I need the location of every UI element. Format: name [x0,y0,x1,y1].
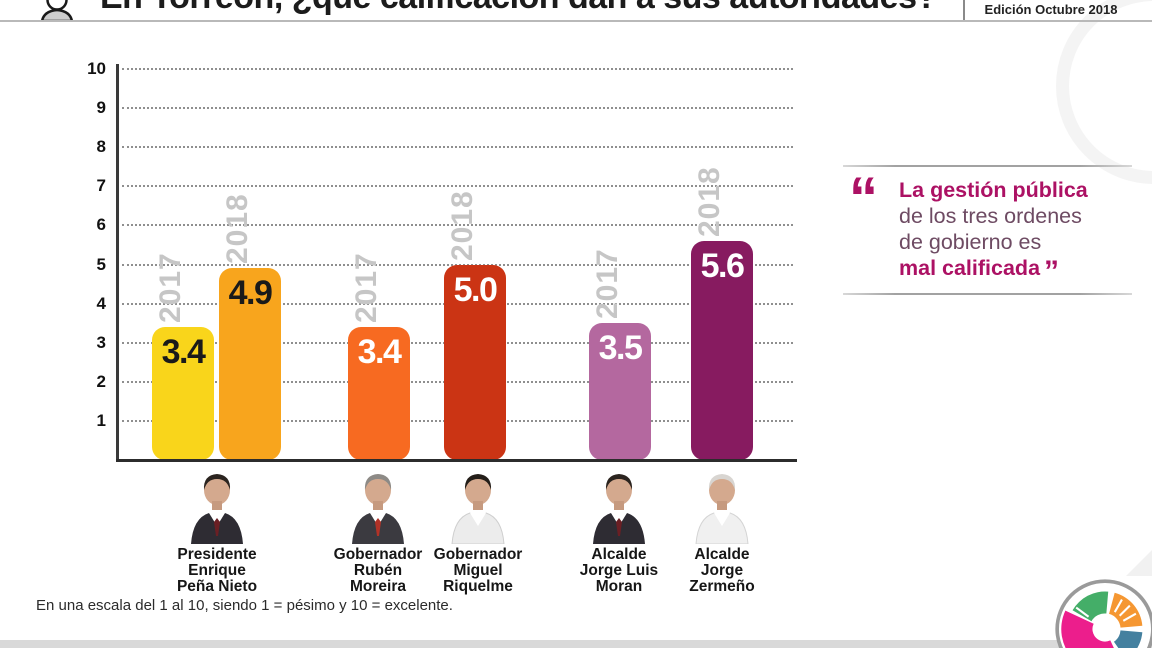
politician-name-line: Miguel [453,562,503,579]
quote-content: “ La gestión pública de los tres ordenes… [843,167,1132,293]
bar-2017-5: 3.5 [589,323,651,460]
bar-value-label: 3.4 [357,333,402,372]
bar-year-label: 2018 [221,193,254,265]
gridline-10 [122,68,793,70]
y-tick-label-10: 10 [87,59,106,78]
poll-brand-logo [1055,579,1152,648]
y-tick-label-9: 9 [96,98,106,118]
y-tick-label-8: 8 [96,137,106,157]
politician-name-line: Zermeño [689,578,755,595]
bar-2018-6: 5.6 [691,241,753,460]
y-tick-label-2: 2 [96,371,106,391]
y-tick-label-5: 5 [96,254,106,274]
header-rule [0,20,1152,22]
quote-panel: “ La gestión pública de los tres ordenes… [843,165,1132,295]
politician-name-line: Moreira [350,578,406,595]
politician-name-line: Rubén [353,562,403,579]
politician-name-line: Peña Nieto [176,578,258,595]
quote-bottom-rule [843,293,1132,295]
bar-value-label: 5.6 [700,247,745,286]
y-tick-label-6: 6 [96,215,106,235]
politician-photo-5 [689,466,755,545]
bar-2017-3: 3.4 [348,327,410,460]
politician-name-line: Enrique [188,562,246,579]
bar-value-label: 3.4 [161,333,206,372]
politician-photo-4 [586,466,652,544]
y-tick-label-4: 4 [96,293,106,313]
politician-photo-3 [445,466,511,545]
politician-name-line: Moran [595,578,643,595]
gridline-9 [122,107,793,110]
quote-line-1: La gestión pública [899,178,1088,202]
edition-label: Edición Octubre 2018 [984,2,1118,17]
y-tick-label-1: 1 [96,410,106,430]
bar-2017-1: 3.4 [152,327,214,460]
close-quote-icon: ” [1044,255,1060,288]
gridline-6 [122,224,793,227]
y-tick-label-7: 7 [96,176,106,196]
politician-name-line: Presidente [177,546,257,563]
politician-name-line: Jorge [700,562,744,579]
quote-line-4-text: mal calificada [899,256,1041,280]
bar-year-label: 2018 [446,189,479,261]
politician-name-line: Riquelme [443,578,513,595]
quote-line-2: de los tres ordenes [899,204,1082,228]
bar-year-label: 2017 [154,252,187,324]
bar-value-label: 3.5 [598,329,643,368]
page-title: En Torreón, ¿qué calificación dan a sus … [100,0,937,17]
quote-text: La gestión pública de los tres ordenes d… [899,177,1088,287]
politician-name-line: Gobernador [433,546,523,563]
politician-name-line: Alcalde [591,546,647,563]
quote-top-rule [843,165,1132,167]
politician-name-1: Presidente Enrique Peña Nieto [152,547,282,595]
bar-2018-4: 5.0 [444,264,506,460]
x-axis-line [116,459,797,462]
politician-photo-2 [345,466,411,544]
gridline-8 [122,146,793,149]
bar-2018-2: 4.9 [219,268,281,460]
bar-value-label: 5.0 [453,270,498,309]
footer-strip [0,640,1152,648]
politician-name-line: Jorge Luis [579,562,659,579]
politician-photo-1 [184,466,250,544]
header-divider [963,0,965,20]
person-icon [40,0,74,22]
politician-name-3: Gobernador Miguel Riquelme [413,547,543,595]
gridline-7 [122,185,793,188]
bar-year-label: 2017 [350,252,383,324]
open-quote-icon: “ [849,166,878,231]
bar-value-label: 4.9 [228,274,273,313]
politician-name-line: Gobernador [333,546,423,563]
y-tick-label-3: 3 [96,332,106,352]
y-axis-line [116,64,119,462]
politician-name-line: Alcalde [694,546,750,563]
bar-year-label: 2018 [693,166,726,238]
politician-name-5: Alcalde Jorge Zermeño [657,547,787,595]
bar-year-label: 2017 [591,248,624,320]
scale-note: En una escala del 1 al 10, siendo 1 = pé… [36,597,453,614]
quote-line-4: mal calificada” [899,255,1088,287]
politician-name-4: Alcalde Jorge Luis Moran [554,547,684,595]
quote-line-3: de gobierno es [899,230,1042,254]
politician-name-2: Gobernador Rubén Moreira [313,547,443,595]
